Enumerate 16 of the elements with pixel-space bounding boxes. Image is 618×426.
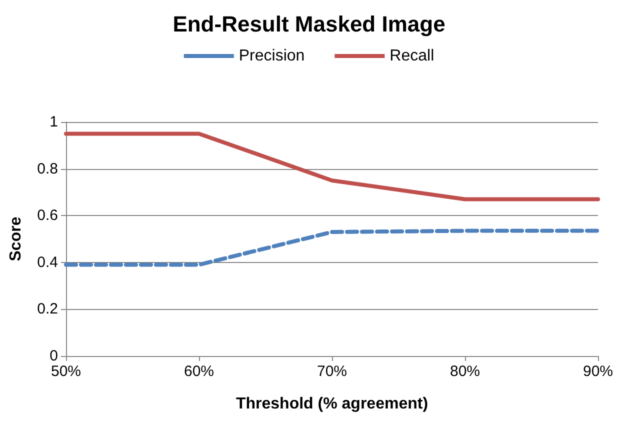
legend-label: Precision bbox=[238, 48, 305, 64]
legend-label: Recall bbox=[390, 48, 434, 64]
x-tick-label: 90% bbox=[582, 363, 614, 380]
y-axis-title: Score bbox=[8, 216, 24, 262]
x-tick-label: 60% bbox=[184, 363, 214, 380]
chart-title: End-Result Masked Image bbox=[172, 12, 446, 36]
y-tick-label: 0.4 bbox=[37, 254, 58, 271]
y-tick-label: 0 bbox=[50, 348, 58, 364]
y-tick-label: 0.6 bbox=[37, 207, 58, 224]
x-tick-label: 50% bbox=[50, 363, 82, 380]
x-axis-title: Threshold (% agreement) bbox=[236, 396, 428, 412]
y-tick-label: 0.8 bbox=[37, 160, 58, 178]
x-tick-label: 80% bbox=[450, 363, 480, 380]
y-tick-label: 0.2 bbox=[37, 300, 58, 318]
x-tick-label: 70% bbox=[316, 363, 348, 380]
y-tick-label: 1 bbox=[50, 114, 58, 130]
